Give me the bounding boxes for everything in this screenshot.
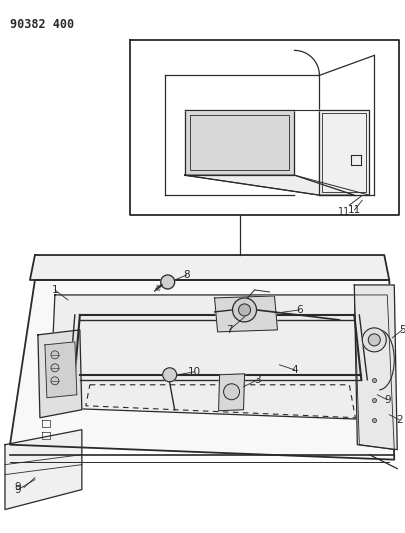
Polygon shape	[185, 175, 354, 195]
Polygon shape	[45, 342, 77, 398]
Text: 10: 10	[188, 367, 201, 377]
Polygon shape	[354, 285, 397, 450]
Circle shape	[51, 351, 59, 359]
Text: 1: 1	[51, 285, 58, 295]
Polygon shape	[185, 110, 294, 175]
Polygon shape	[219, 374, 245, 411]
Text: 5: 5	[399, 325, 405, 335]
Circle shape	[232, 298, 256, 322]
Text: 7: 7	[226, 325, 233, 335]
Text: 3: 3	[254, 375, 261, 385]
Circle shape	[163, 368, 177, 382]
Circle shape	[51, 377, 59, 385]
Polygon shape	[10, 280, 394, 459]
Text: 4: 4	[291, 365, 298, 375]
Circle shape	[362, 328, 386, 352]
Circle shape	[224, 384, 239, 400]
Polygon shape	[320, 110, 369, 195]
Text: 9: 9	[15, 484, 21, 495]
Text: 2: 2	[396, 415, 403, 425]
Text: 9: 9	[384, 395, 390, 405]
Circle shape	[161, 275, 175, 289]
Text: 11: 11	[348, 205, 361, 215]
Circle shape	[51, 364, 59, 372]
Text: 6: 6	[296, 305, 303, 315]
Text: 11: 11	[338, 207, 350, 217]
Text: 8: 8	[183, 270, 190, 280]
Circle shape	[368, 334, 380, 346]
Polygon shape	[5, 430, 82, 510]
Circle shape	[239, 304, 251, 316]
Text: 90382 400: 90382 400	[10, 19, 74, 31]
Polygon shape	[30, 255, 389, 280]
Text: 9: 9	[15, 482, 21, 491]
Polygon shape	[50, 295, 374, 419]
Polygon shape	[38, 330, 82, 418]
Polygon shape	[215, 296, 277, 332]
